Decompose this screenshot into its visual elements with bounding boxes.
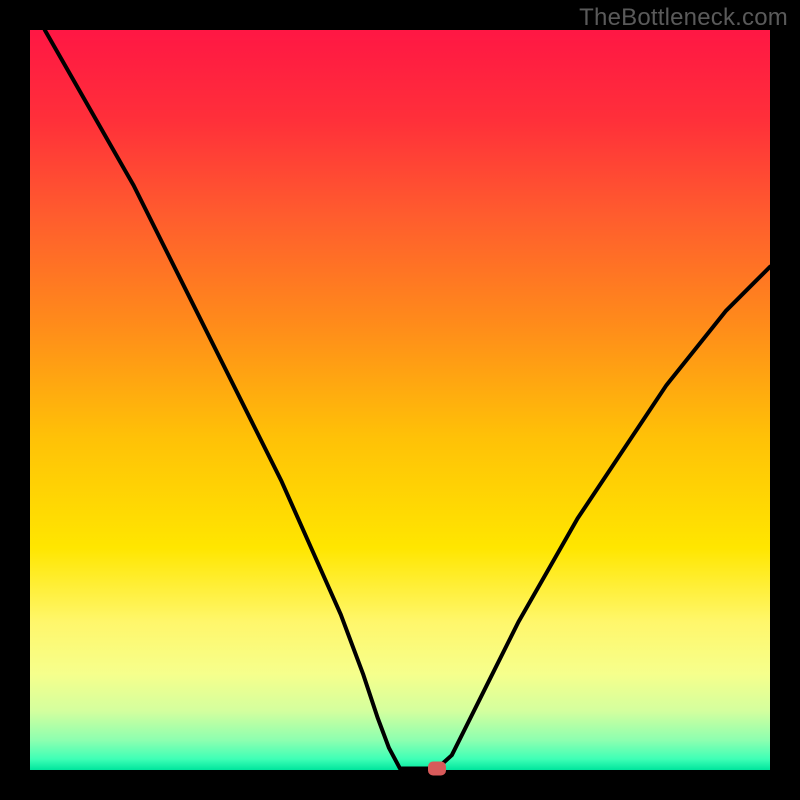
watermark-text: TheBottleneck.com [579,4,788,32]
chart-svg [0,0,800,800]
bottleneck-chart: TheBottleneck.com [0,0,800,800]
